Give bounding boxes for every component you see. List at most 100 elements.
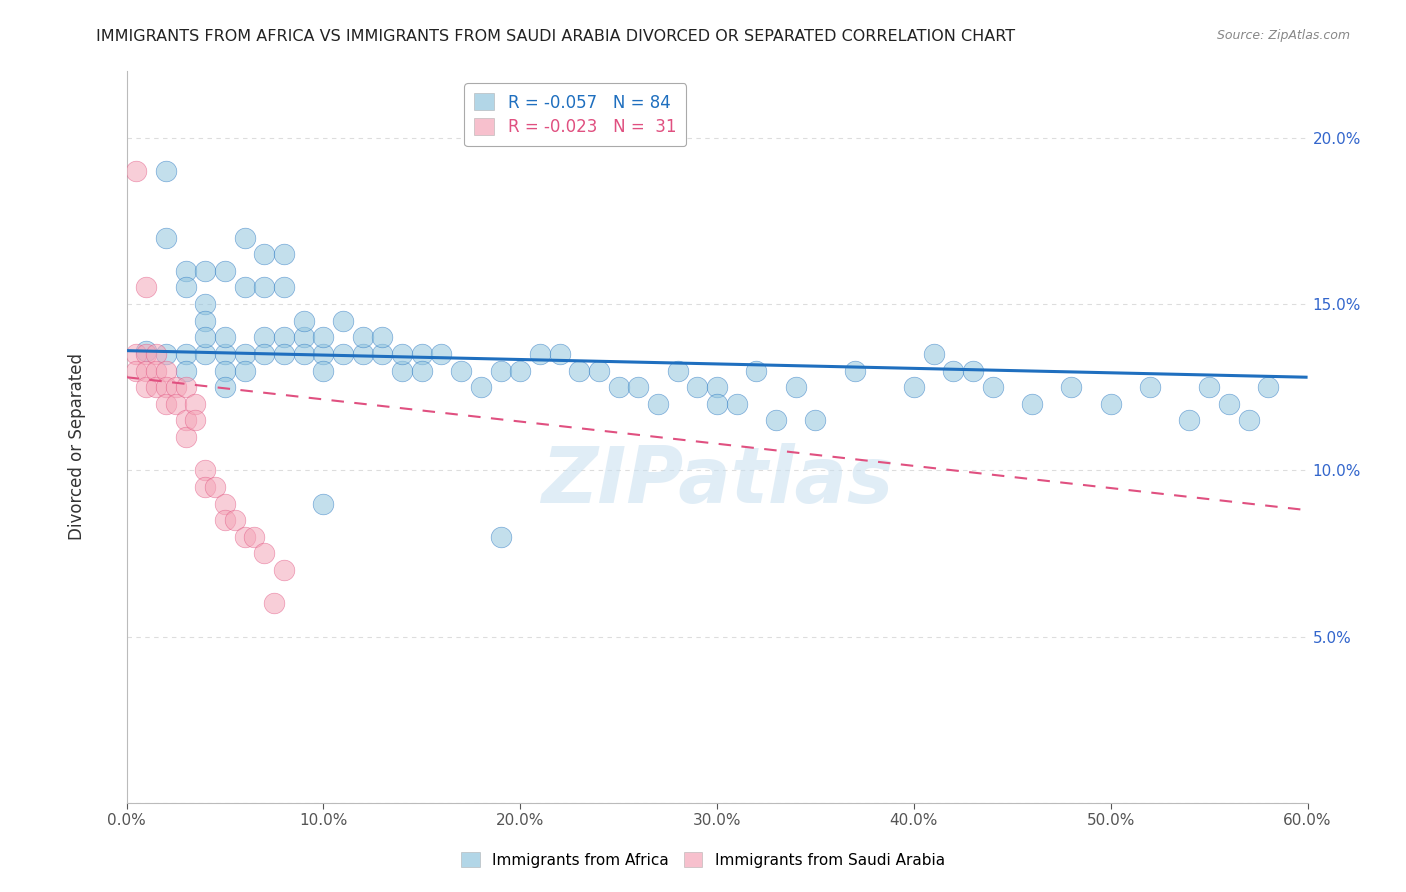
Point	[233, 280, 256, 294]
Point	[627, 380, 650, 394]
Point	[174, 430, 197, 444]
Point	[903, 380, 925, 394]
Point	[352, 330, 374, 344]
Point	[135, 347, 157, 361]
Point	[194, 480, 217, 494]
Point	[391, 347, 413, 361]
Point	[165, 380, 187, 394]
Point	[391, 363, 413, 377]
Point	[273, 280, 295, 294]
Point	[1139, 380, 1161, 394]
Point	[155, 363, 177, 377]
Point	[253, 546, 276, 560]
Point	[214, 363, 236, 377]
Point	[155, 397, 177, 411]
Point	[214, 497, 236, 511]
Point	[135, 343, 157, 358]
Point	[411, 347, 433, 361]
Point	[312, 330, 335, 344]
Point	[548, 347, 571, 361]
Point	[194, 314, 217, 328]
Point	[125, 363, 148, 377]
Point	[1237, 413, 1260, 427]
Point	[411, 363, 433, 377]
Point	[145, 347, 167, 361]
Point	[352, 347, 374, 361]
Point	[1099, 397, 1122, 411]
Point	[233, 363, 256, 377]
Legend: Immigrants from Africa, Immigrants from Saudi Arabia: Immigrants from Africa, Immigrants from …	[456, 846, 950, 873]
Point	[214, 264, 236, 278]
Point	[273, 247, 295, 261]
Point	[1257, 380, 1279, 394]
Point	[1021, 397, 1043, 411]
Point	[804, 413, 827, 427]
Point	[194, 347, 217, 361]
Text: ZIPatlas: ZIPatlas	[541, 443, 893, 519]
Point	[1178, 413, 1201, 427]
Point	[145, 363, 167, 377]
Point	[686, 380, 709, 394]
Point	[844, 363, 866, 377]
Point	[430, 347, 453, 361]
Point	[332, 314, 354, 328]
Point	[725, 397, 748, 411]
Point	[312, 363, 335, 377]
Point	[1198, 380, 1220, 394]
Point	[489, 530, 512, 544]
Point	[184, 397, 207, 411]
Point	[233, 530, 256, 544]
Point	[174, 363, 197, 377]
Text: Divorced or Separated: Divorced or Separated	[69, 352, 86, 540]
Point	[706, 380, 728, 394]
Point	[214, 347, 236, 361]
Point	[922, 347, 945, 361]
Point	[174, 264, 197, 278]
Point	[194, 297, 217, 311]
Point	[292, 314, 315, 328]
Point	[214, 513, 236, 527]
Point	[509, 363, 531, 377]
Point	[233, 347, 256, 361]
Point	[135, 380, 157, 394]
Point	[470, 380, 492, 394]
Point	[588, 363, 610, 377]
Point	[253, 247, 276, 261]
Point	[135, 280, 157, 294]
Point	[706, 397, 728, 411]
Point	[666, 363, 689, 377]
Point	[332, 347, 354, 361]
Point	[184, 413, 207, 427]
Point	[292, 330, 315, 344]
Point	[489, 363, 512, 377]
Point	[174, 380, 197, 394]
Point	[174, 280, 197, 294]
Point	[273, 563, 295, 577]
Point	[450, 363, 472, 377]
Point	[194, 264, 217, 278]
Point	[1218, 397, 1240, 411]
Point	[174, 347, 197, 361]
Point	[174, 413, 197, 427]
Point	[312, 497, 335, 511]
Point	[981, 380, 1004, 394]
Point	[125, 164, 148, 178]
Point	[765, 413, 787, 427]
Point	[371, 347, 394, 361]
Point	[155, 230, 177, 244]
Point	[263, 596, 285, 610]
Point	[243, 530, 266, 544]
Point	[224, 513, 246, 527]
Point	[292, 347, 315, 361]
Legend: R = -0.057   N = 84, R = -0.023   N =  31: R = -0.057 N = 84, R = -0.023 N = 31	[464, 83, 686, 146]
Point	[194, 463, 217, 477]
Point	[214, 330, 236, 344]
Point	[125, 347, 148, 361]
Point	[155, 347, 177, 361]
Point	[155, 380, 177, 394]
Point	[233, 230, 256, 244]
Text: Source: ZipAtlas.com: Source: ZipAtlas.com	[1216, 29, 1350, 42]
Point	[785, 380, 807, 394]
Point	[253, 330, 276, 344]
Point	[962, 363, 984, 377]
